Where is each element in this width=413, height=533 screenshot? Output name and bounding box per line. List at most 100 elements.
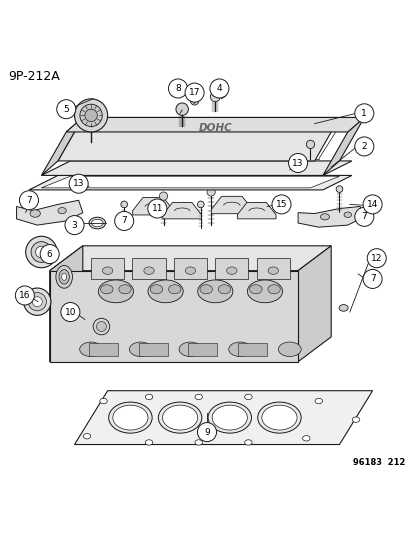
Ellipse shape [98, 280, 133, 303]
Polygon shape [50, 246, 83, 362]
Ellipse shape [343, 212, 351, 217]
Ellipse shape [185, 267, 195, 274]
Ellipse shape [56, 265, 72, 288]
Circle shape [335, 186, 342, 192]
Ellipse shape [212, 405, 247, 430]
Circle shape [65, 215, 84, 235]
Circle shape [176, 103, 188, 115]
Ellipse shape [148, 280, 183, 303]
Text: 7: 7 [26, 196, 32, 205]
Ellipse shape [108, 402, 152, 433]
Ellipse shape [267, 285, 280, 294]
Polygon shape [237, 203, 275, 219]
Circle shape [121, 201, 127, 208]
Polygon shape [89, 343, 118, 356]
Text: 9: 9 [204, 427, 209, 437]
Circle shape [209, 79, 228, 98]
Circle shape [32, 297, 42, 306]
Ellipse shape [150, 285, 162, 294]
Text: 17: 17 [188, 88, 200, 97]
Circle shape [362, 195, 381, 214]
Text: 2: 2 [361, 142, 366, 151]
Text: 7: 7 [121, 216, 127, 225]
Circle shape [197, 201, 204, 208]
Circle shape [354, 104, 373, 123]
Ellipse shape [119, 285, 131, 294]
Text: 11: 11 [151, 204, 163, 213]
Circle shape [114, 212, 133, 230]
Text: 13: 13 [73, 179, 84, 188]
Ellipse shape [199, 285, 212, 294]
Polygon shape [91, 258, 124, 279]
Ellipse shape [158, 402, 202, 433]
Circle shape [197, 423, 216, 442]
Polygon shape [173, 258, 206, 279]
Ellipse shape [257, 402, 301, 433]
Ellipse shape [278, 342, 300, 357]
Ellipse shape [112, 405, 148, 430]
Ellipse shape [129, 342, 152, 357]
Circle shape [306, 140, 314, 149]
Text: 15: 15 [275, 200, 287, 209]
Circle shape [190, 97, 198, 105]
Circle shape [36, 246, 47, 258]
Ellipse shape [145, 440, 152, 445]
Polygon shape [322, 117, 363, 175]
Text: 10: 10 [64, 308, 76, 317]
Polygon shape [58, 117, 339, 161]
Polygon shape [162, 203, 201, 219]
Polygon shape [29, 175, 351, 190]
Text: DOHC: DOHC [198, 123, 232, 133]
Text: 9P-212A: 9P-212A [8, 70, 60, 83]
Polygon shape [132, 198, 173, 215]
Ellipse shape [351, 417, 359, 422]
Ellipse shape [244, 440, 252, 445]
Circle shape [96, 321, 106, 332]
Polygon shape [211, 196, 252, 214]
Ellipse shape [244, 394, 252, 400]
Ellipse shape [91, 219, 103, 227]
Circle shape [354, 137, 373, 156]
Ellipse shape [197, 280, 232, 303]
Ellipse shape [268, 267, 278, 274]
Ellipse shape [30, 210, 40, 217]
Circle shape [159, 192, 167, 200]
Ellipse shape [195, 440, 202, 445]
Text: 1: 1 [361, 109, 366, 118]
Text: 16: 16 [19, 291, 31, 300]
Circle shape [28, 293, 46, 311]
Text: 96183  212: 96183 212 [352, 458, 405, 467]
Circle shape [74, 99, 107, 132]
Circle shape [85, 109, 97, 122]
Ellipse shape [320, 214, 329, 220]
Circle shape [19, 191, 38, 210]
Circle shape [40, 245, 59, 264]
Text: 7: 7 [369, 274, 375, 284]
Polygon shape [50, 246, 330, 271]
Ellipse shape [178, 342, 202, 357]
Ellipse shape [83, 433, 90, 439]
Circle shape [168, 79, 187, 98]
Ellipse shape [143, 267, 154, 274]
Ellipse shape [62, 273, 66, 280]
Circle shape [80, 104, 102, 126]
Ellipse shape [261, 405, 297, 430]
Ellipse shape [218, 285, 230, 294]
Ellipse shape [338, 304, 347, 311]
Circle shape [271, 195, 290, 214]
Polygon shape [237, 343, 266, 356]
Polygon shape [297, 206, 363, 227]
Ellipse shape [58, 207, 66, 214]
Text: 3: 3 [71, 221, 77, 230]
Circle shape [210, 92, 220, 102]
Ellipse shape [314, 398, 322, 403]
Circle shape [206, 188, 215, 196]
Text: 14: 14 [366, 200, 377, 209]
Ellipse shape [207, 402, 251, 433]
Text: 6: 6 [47, 249, 52, 259]
Text: 13: 13 [292, 158, 303, 167]
Circle shape [366, 249, 385, 268]
Polygon shape [188, 343, 217, 356]
Ellipse shape [302, 435, 309, 441]
Text: 12: 12 [370, 254, 382, 263]
